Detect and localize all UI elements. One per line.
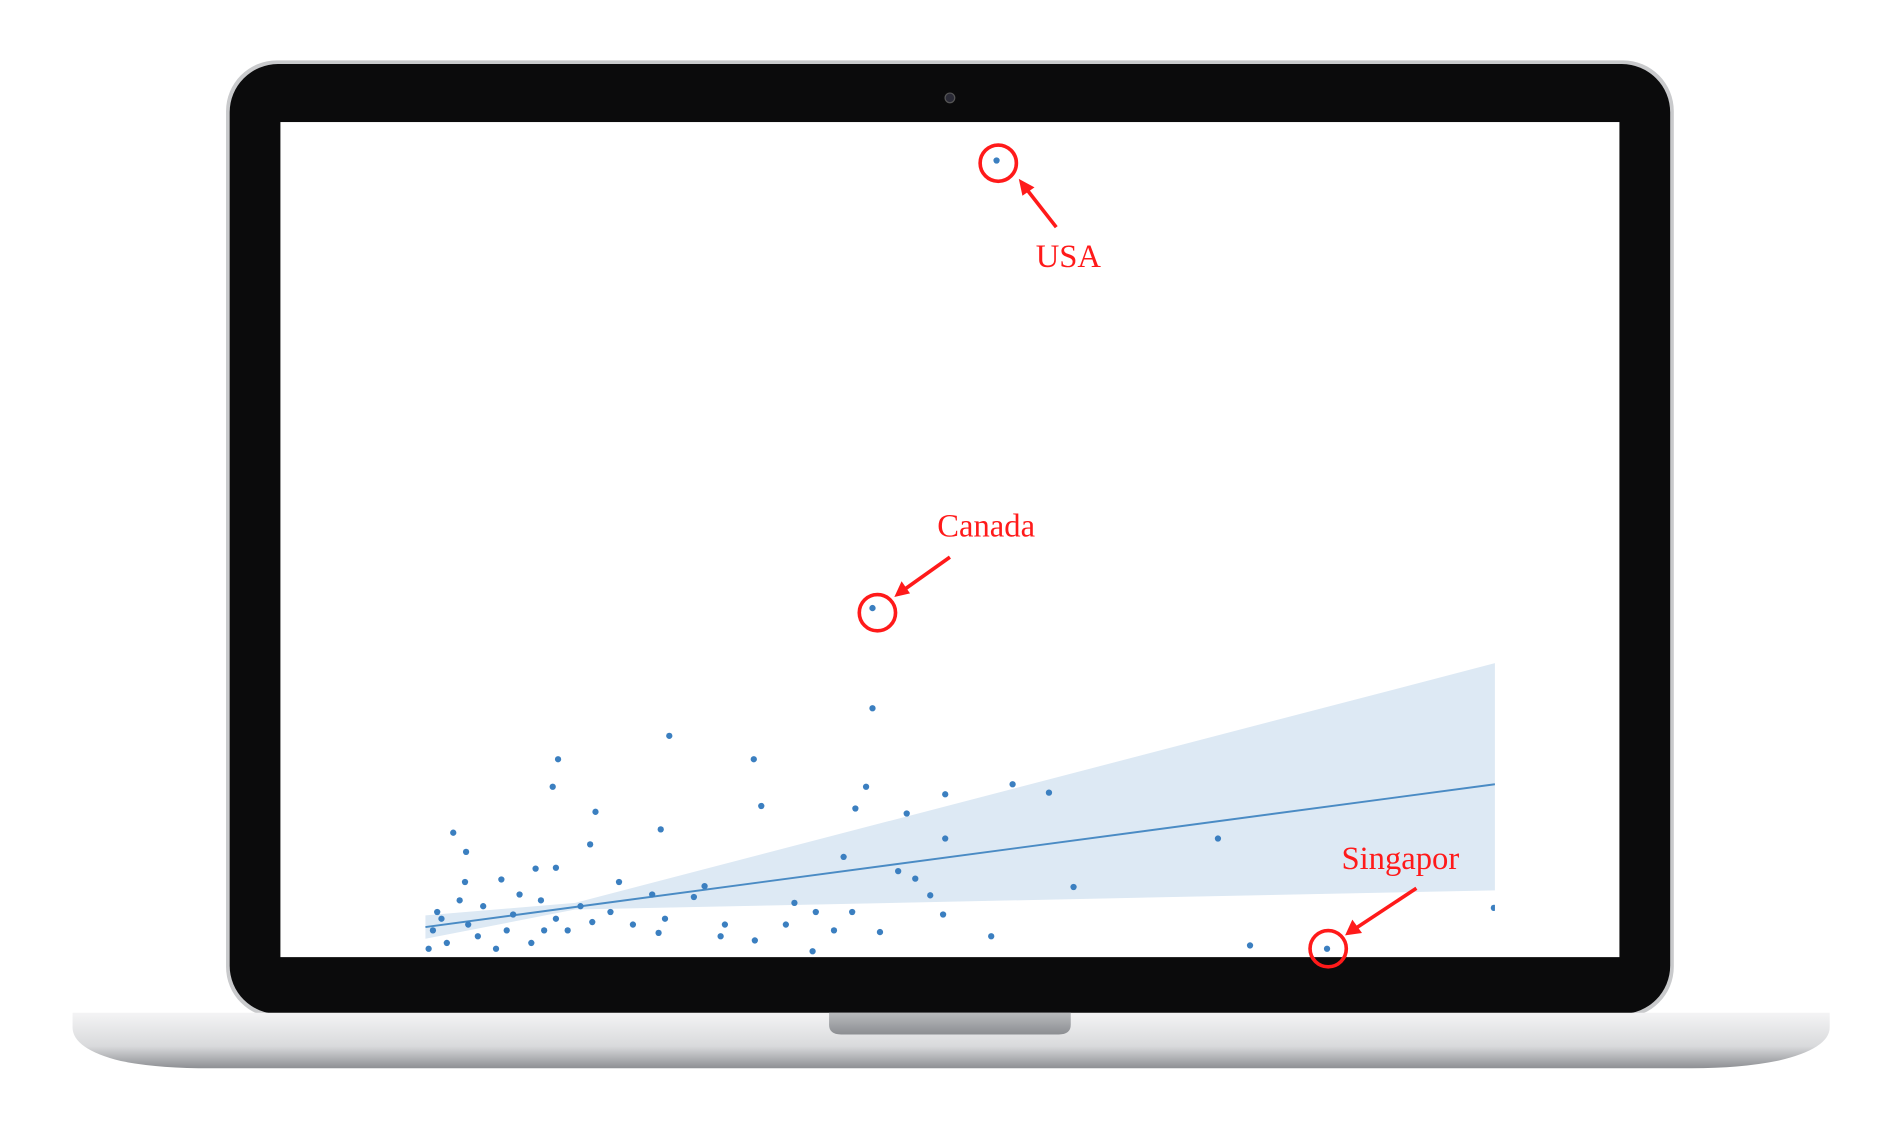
scatter-point xyxy=(474,933,481,940)
scatter-point xyxy=(629,921,637,928)
annotation: Singapor xyxy=(1341,841,1459,877)
scatter-point xyxy=(425,945,432,952)
scatter-point xyxy=(666,732,673,739)
scatter-point xyxy=(758,802,765,810)
scatter-point xyxy=(903,810,910,817)
scatter-point xyxy=(840,853,847,861)
scatter-point xyxy=(927,892,934,899)
regression-line xyxy=(425,783,1495,929)
scatter-point xyxy=(942,835,949,842)
scatter-point xyxy=(1009,781,1016,788)
scatter-point xyxy=(993,157,1000,164)
scatter-point xyxy=(615,878,623,886)
scatter-point xyxy=(552,915,560,922)
scatter-point xyxy=(750,756,757,763)
camera xyxy=(944,92,956,104)
scatter-point xyxy=(852,805,859,812)
annotation: USA xyxy=(1036,239,1102,275)
scatter-point xyxy=(939,911,947,918)
scatter-point xyxy=(438,915,445,922)
highlight-circle xyxy=(978,143,1019,184)
scatter-point xyxy=(1490,904,1495,911)
laptop-base xyxy=(72,1012,1830,1069)
scatter-point xyxy=(509,911,517,918)
scatter-point xyxy=(690,893,698,901)
scatter-point xyxy=(876,928,884,936)
scatter-point xyxy=(721,921,729,928)
hinge-notch xyxy=(829,1012,1071,1035)
highlight-circle xyxy=(1308,928,1349,969)
scatter-point xyxy=(503,927,510,934)
scatter-point xyxy=(655,929,662,937)
scatter-point xyxy=(895,867,902,875)
scatter-point xyxy=(1045,789,1053,796)
scatter-point xyxy=(586,841,594,848)
scatter-point xyxy=(791,899,798,906)
annotation-shapes xyxy=(857,143,1418,969)
confidence-band xyxy=(425,663,1495,939)
scatter-point xyxy=(516,891,523,898)
scatter-point xyxy=(456,897,463,904)
scatter-point xyxy=(537,897,545,904)
scatter-point xyxy=(661,915,669,922)
scatter-point xyxy=(1323,945,1331,952)
scatter-point xyxy=(782,921,790,928)
scatter-point xyxy=(862,783,870,790)
scatter-point xyxy=(552,864,560,871)
scatter-point xyxy=(812,908,819,916)
scatter-point xyxy=(751,937,758,944)
scatter-point xyxy=(429,927,437,934)
scatter-point xyxy=(809,948,816,955)
scatter-point xyxy=(869,604,876,612)
scatter-point xyxy=(1246,942,1254,949)
scatter-point xyxy=(443,939,450,947)
arrow xyxy=(1354,886,1418,930)
scatter-point xyxy=(607,908,614,916)
scatter-point xyxy=(541,927,548,934)
scatter-point xyxy=(434,908,441,916)
scatter-point xyxy=(717,933,724,940)
scatter-point xyxy=(649,891,656,898)
scatter-point xyxy=(1070,883,1077,891)
arrow xyxy=(1024,187,1058,229)
scatter-point xyxy=(869,705,876,712)
scatter-point xyxy=(657,826,664,833)
scatter-point xyxy=(592,808,599,815)
scatter-point xyxy=(830,927,838,934)
scatter-point xyxy=(528,939,535,947)
scatter-point xyxy=(465,921,472,928)
arrow xyxy=(902,555,951,592)
scatter-point xyxy=(450,829,457,836)
scatter-point xyxy=(480,903,487,910)
annotations: USA Canada Singapor xyxy=(937,239,1459,877)
scatter-point xyxy=(577,903,584,910)
arrow-head xyxy=(1018,178,1035,196)
scatter-point xyxy=(849,908,856,916)
scatter-point xyxy=(554,756,562,763)
scatter-point xyxy=(462,848,470,856)
annotation: Canada xyxy=(937,509,1035,545)
scatter-point xyxy=(912,875,919,882)
scatter-point xyxy=(532,865,539,872)
scatter-point xyxy=(461,878,469,886)
scatter-point xyxy=(492,945,500,952)
plot xyxy=(425,157,1495,955)
scatter-point xyxy=(988,933,995,940)
scatter-point xyxy=(701,883,708,890)
scatter-point xyxy=(942,791,949,798)
scatter-point xyxy=(589,918,596,926)
scatter-point xyxy=(498,876,505,883)
highlight-circle xyxy=(857,592,898,633)
arrow-head xyxy=(1345,919,1363,936)
arrow-head xyxy=(894,581,911,597)
scatter-point xyxy=(1214,835,1222,842)
scatter-point xyxy=(549,783,556,790)
scatter-point xyxy=(564,927,571,934)
